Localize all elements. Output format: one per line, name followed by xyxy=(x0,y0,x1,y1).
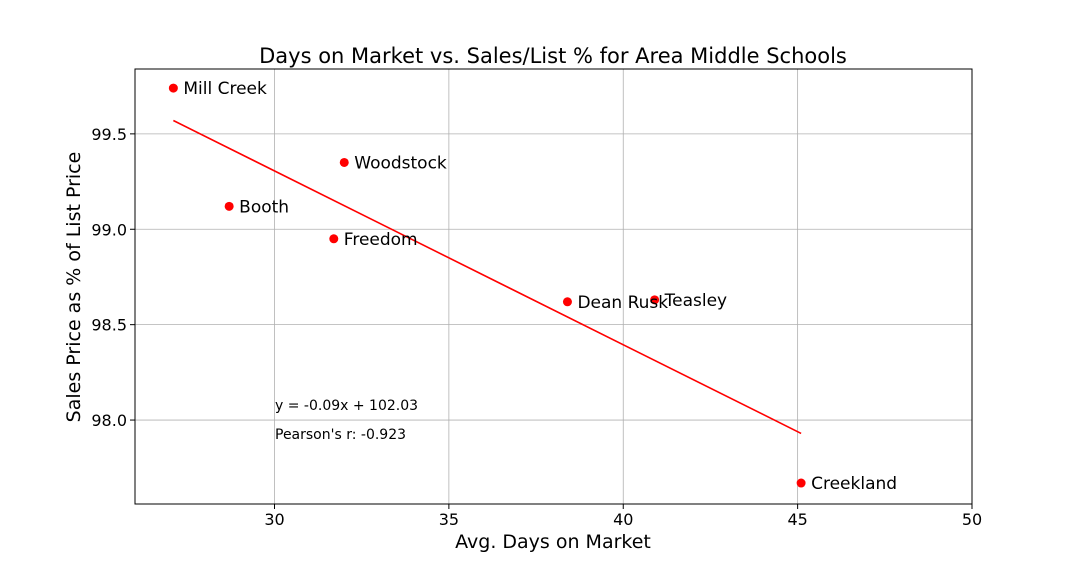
data-point xyxy=(329,234,339,244)
y-tick-label: 98.5 xyxy=(91,316,127,335)
grid-lines xyxy=(135,69,973,504)
data-point xyxy=(339,157,349,167)
point-label: Freedom xyxy=(344,230,418,250)
trend-line xyxy=(173,119,802,435)
x-tick-label: 40 xyxy=(613,510,633,529)
x-axis-ticks: 30 35 40 45 50 xyxy=(264,504,982,529)
plot-frame xyxy=(134,68,973,505)
regression-equation: y = -0.09x + 102.03 xyxy=(275,398,418,414)
x-tick-label: 50 xyxy=(962,510,982,529)
point-label: Dean Rusk xyxy=(577,293,668,313)
x-tick-label: 45 xyxy=(787,510,807,529)
point-label: Creekland xyxy=(811,474,897,494)
point-labels: Mill Creek Woodstock Booth Freedom Dean Rusk… xyxy=(183,79,897,494)
data-point xyxy=(168,83,178,93)
data-point xyxy=(650,295,660,305)
y-tick-label: 98.0 xyxy=(91,411,127,430)
point-label: Teasley xyxy=(664,291,727,311)
point-label: Woodstock xyxy=(354,153,447,173)
data-point xyxy=(796,478,806,488)
x-axis-label: Avg. Days on Market xyxy=(455,531,651,553)
y-axis-ticks: 98.0 98.5 99.0 99.5 xyxy=(91,125,135,430)
point-label: Booth xyxy=(239,197,289,217)
x-tick-label: 30 xyxy=(264,510,284,529)
point-label: Mill Creek xyxy=(183,79,267,99)
y-tick-label: 99.0 xyxy=(91,220,127,239)
pearson-r-annotation: Pearson's r: -0.923 xyxy=(275,427,406,443)
y-axis-label: Sales Price as % of List Price xyxy=(63,152,85,423)
data-point xyxy=(224,201,234,211)
y-tick-label: 99.5 xyxy=(91,125,127,144)
x-tick-label: 35 xyxy=(439,510,459,529)
data-points xyxy=(168,83,806,488)
data-point xyxy=(562,297,572,307)
chart-title: Days on Market vs. Sales/List % for Area… xyxy=(259,44,847,68)
